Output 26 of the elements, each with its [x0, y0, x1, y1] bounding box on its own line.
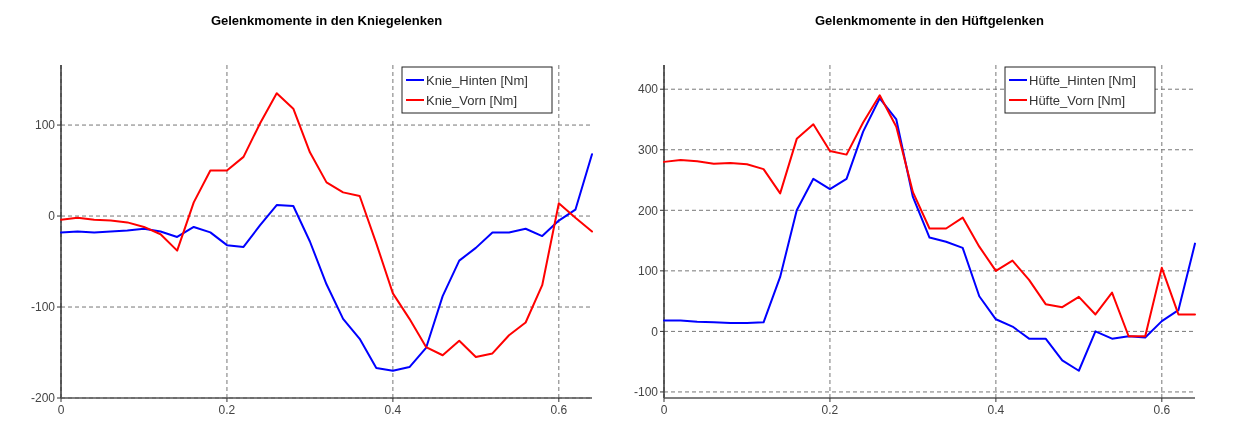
x-tick-label: 0: [660, 403, 668, 417]
y-tick-label: -200: [30, 391, 56, 406]
legend-label: Hüfte_Vorn [Nm]: [1029, 92, 1126, 108]
y-tick-label: 100: [34, 118, 56, 133]
x-tick-label: 0.6: [1153, 403, 1171, 417]
y-tick-label: 0: [48, 209, 56, 224]
x-tick-label: 0.4: [987, 403, 1005, 417]
y-tick-label: -100: [633, 385, 659, 400]
legend-label: Knie_Hinten [Nm]: [426, 72, 528, 88]
line-series: [60, 153, 593, 372]
x-tick-label: 0.4: [384, 403, 402, 417]
x-tick-label: 0.2: [218, 403, 236, 417]
y-tick-label: 100: [637, 264, 659, 279]
y-tick-label: 400: [637, 82, 659, 97]
y-tick-label: 300: [637, 142, 659, 157]
legend-label: Knie_Vorn [Nm]: [426, 92, 518, 108]
chart-title: Gelenkmomente in den Kniegelenken: [210, 13, 443, 28]
x-tick-label: 0.6: [550, 403, 568, 417]
x-tick-label: 0.2: [821, 403, 839, 417]
line-series: [60, 92, 593, 359]
y-tick-label: 0: [651, 324, 659, 339]
chart-title: Gelenkmomente in den Hüftgelenken: [815, 13, 1045, 28]
y-tick-label: 200: [637, 203, 659, 218]
y-tick-label: -100: [30, 300, 56, 315]
legend-label: Hüfte_Hinten [Nm]: [1029, 72, 1136, 88]
x-tick-label: 0: [57, 403, 65, 417]
